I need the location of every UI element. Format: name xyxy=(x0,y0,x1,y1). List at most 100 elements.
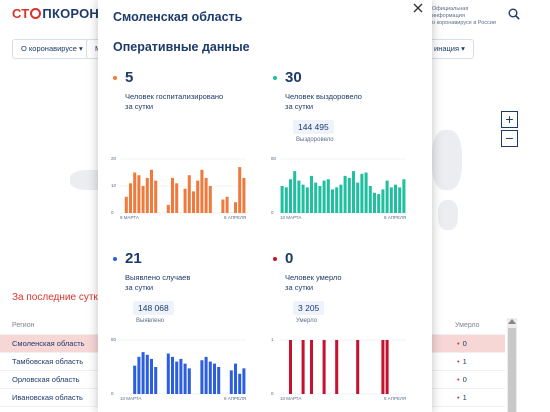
hospitalized-bar xyxy=(204,177,208,213)
hospitalized-bar xyxy=(221,199,225,213)
recovered-bar xyxy=(284,187,288,213)
hospitalized-value: 5 xyxy=(125,69,134,86)
cases-bar xyxy=(175,361,179,394)
hospitalized-bar xyxy=(149,169,154,213)
deaths-total-label: Умерло xyxy=(296,318,318,324)
modal-title: Смоленская область xyxy=(113,10,243,24)
hospitalized-x-end-label: 8 АПРЕЛЯ xyxy=(224,215,247,220)
deaths-dot-icon xyxy=(273,257,277,261)
recovered-bar xyxy=(381,189,385,213)
table-scrollbar[interactable] xyxy=(507,318,517,412)
recovered-chart: 80 0 10 МАРТА 8 АПРЕЛЯ xyxy=(270,155,410,225)
logo-ring-icon xyxy=(30,8,42,19)
cases-bar xyxy=(166,353,170,394)
official-line-1: Официальная информация xyxy=(432,6,469,19)
hospitalized-bar xyxy=(141,186,145,213)
official-info-text: Официальная информация о коронавирусе в … xyxy=(432,6,502,27)
cases-bar xyxy=(170,356,175,394)
cases-bar xyxy=(183,363,187,394)
zoom-out-button[interactable]: − xyxy=(501,130,518,147)
nav-item-about[interactable]: О коронавирусе ▾ xyxy=(12,39,92,59)
hospitalized-desc: Человек госпитализировано за сутки xyxy=(125,92,224,111)
hospitalized-y-tick-label: 10 xyxy=(111,183,117,188)
region-died: • 0 xyxy=(457,375,467,384)
cases-x-start-label: 10 МАРТА xyxy=(120,396,142,401)
cases-y-tick-label: 80 xyxy=(111,337,117,342)
recovered-y-tick-label: 80 xyxy=(271,156,277,161)
region-name: Смоленская область xyxy=(12,339,85,348)
hospitalized-x-start-label: 9 МАРТА xyxy=(120,215,139,220)
deaths-total: 3 205 xyxy=(293,301,325,315)
recovered-bar xyxy=(318,186,322,213)
cases-bar xyxy=(204,356,208,394)
cases-bar xyxy=(141,352,145,394)
cases-bar xyxy=(208,361,212,394)
recovered-bar xyxy=(330,189,335,213)
recovered-bar xyxy=(314,182,318,213)
deaths-bar xyxy=(335,340,339,394)
hospitalized-bar xyxy=(154,180,158,213)
hospitalized-chart: 20 10 0 9 МАРТА 8 АПРЕЛЯ xyxy=(110,155,250,225)
zoom-in-button[interactable]: + xyxy=(501,111,518,128)
recovered-bar xyxy=(393,184,398,213)
map-region-shape xyxy=(438,200,458,230)
deaths-bar xyxy=(356,340,360,394)
recovered-bar xyxy=(377,194,381,213)
deaths-chart-svg xyxy=(280,339,406,395)
recovered-bar xyxy=(293,171,297,213)
deaths-y-tick-label: 1 xyxy=(271,337,274,342)
cases-y-tick-label: 0 xyxy=(111,391,114,396)
scroll-up-arrow-icon[interactable] xyxy=(508,319,516,324)
deaths-chart: 1 0 10 МАРТА 8 АПРЕЛЯ xyxy=(270,336,410,406)
scroll-thumb[interactable] xyxy=(508,328,516,412)
recovered-bar xyxy=(402,179,406,213)
recovered-bar xyxy=(347,177,351,213)
recovered-bar xyxy=(385,180,389,213)
cases-total: 148 068 xyxy=(133,301,174,315)
hospitalized-bar xyxy=(208,186,212,213)
region-name: Ивановская область xyxy=(12,393,83,402)
cases-desc: Выявлено случаев за сутки xyxy=(125,273,191,292)
hospitalized-bar xyxy=(191,191,196,213)
close-icon[interactable] xyxy=(412,2,424,14)
recovered-bar xyxy=(372,192,377,213)
recovered-bar xyxy=(297,180,301,213)
region-died: • 1 xyxy=(457,357,467,366)
hospitalized-bar xyxy=(233,202,238,213)
recovered-total: 144 495 xyxy=(293,120,334,134)
recovered-bar xyxy=(398,187,402,213)
hospitalized-bar xyxy=(225,196,229,213)
deaths-bar xyxy=(309,340,314,394)
hospitalized-y-tick-label: 20 xyxy=(111,156,117,161)
deaths-desc: Человек умерло за сутки xyxy=(285,273,342,292)
recovered-bar xyxy=(360,173,364,213)
search-icon[interactable] xyxy=(508,8,520,20)
hospitalized-bar xyxy=(175,183,179,213)
hospitalized-bar xyxy=(200,169,204,213)
nav-item-info[interactable]: инация ▾ xyxy=(425,39,474,59)
deaths-bar xyxy=(381,340,385,394)
hospitalized-bar xyxy=(128,183,133,213)
cases-bar xyxy=(242,368,246,394)
recovered-bar xyxy=(389,187,393,213)
recovered-bar xyxy=(309,175,314,213)
region-died: • 1 xyxy=(457,393,467,402)
hospitalized-bar xyxy=(242,177,246,213)
recovered-dot-icon xyxy=(273,76,277,80)
section-title: Оперативные данные xyxy=(113,40,250,54)
cases-bar xyxy=(179,358,183,394)
recovered-value: 30 xyxy=(285,69,302,86)
hospitalized-bar xyxy=(124,196,128,213)
recovered-x-start-label: 10 МАРТА xyxy=(280,215,302,220)
map[interactable] xyxy=(0,70,550,280)
recovered-chart-svg xyxy=(280,158,406,214)
recovered-bar xyxy=(364,172,368,213)
cases-dot-icon xyxy=(113,257,117,261)
last-day-heading: За последние сутки, xyxy=(12,292,107,303)
deaths-bar xyxy=(288,340,293,394)
cases-bar xyxy=(233,363,238,394)
hospitalized-dot-icon xyxy=(113,76,117,80)
cases-bar xyxy=(187,368,191,394)
hospitalized-bar xyxy=(170,177,175,213)
recovered-bar xyxy=(280,186,284,213)
